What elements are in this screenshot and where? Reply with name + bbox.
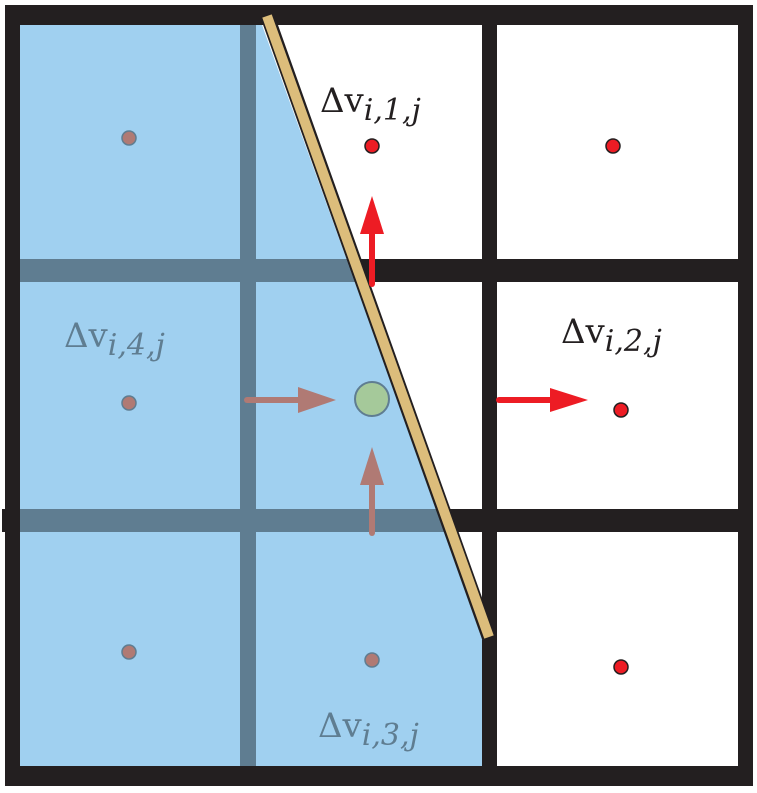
label-delta: Δv <box>64 316 109 356</box>
point-corner <box>605 138 621 154</box>
interface-line <box>260 12 496 641</box>
point-cell-2 <box>613 402 629 418</box>
label-subscript: i,2,j <box>605 324 662 359</box>
masked-points <box>121 130 380 668</box>
point-top-left <box>121 130 137 146</box>
label-cell-3: Δvi,3,j <box>318 706 419 753</box>
label-delta: Δv <box>320 81 365 121</box>
arrow-up-red <box>360 196 384 287</box>
active-points <box>364 138 629 675</box>
point-bottom-left <box>121 644 137 660</box>
label-delta: Δv <box>318 706 363 746</box>
point-cell-1 <box>364 138 380 154</box>
label-subscript: i,4,j <box>108 328 165 363</box>
label-subscript: i,1,j <box>364 93 421 128</box>
label-cell-4: Δvi,4,j <box>64 316 165 363</box>
label-delta: Δv <box>561 312 606 352</box>
arrow-up-brown <box>360 447 384 536</box>
center-point <box>354 381 390 417</box>
grid-border-bottom <box>5 766 752 786</box>
grid-border-top <box>5 5 752 25</box>
point-cell-4 <box>121 395 137 411</box>
point-cell-3 <box>364 652 380 668</box>
label-cell-1: Δvi,1,j <box>320 81 421 128</box>
grid-border-left <box>5 5 20 786</box>
arrow-right-brown <box>244 387 336 413</box>
label-subscript: i,3,j <box>362 718 419 753</box>
grid-border-right <box>738 5 753 786</box>
arrow-right-red <box>496 388 588 412</box>
grid-line-vertical-2 <box>482 5 497 786</box>
label-cell-2: Δvi,2,j <box>561 312 662 359</box>
point-bottom-right <box>613 659 629 675</box>
